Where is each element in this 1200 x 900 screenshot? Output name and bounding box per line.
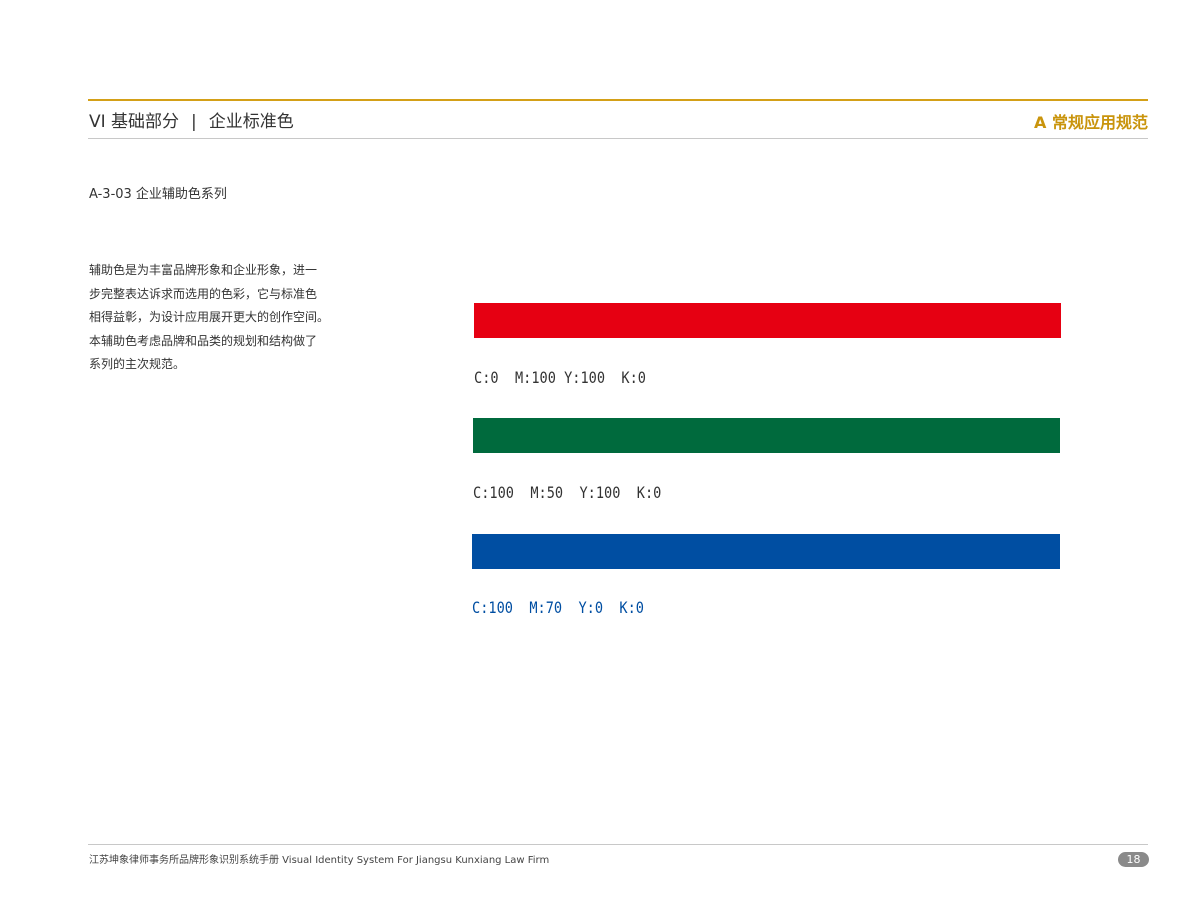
description-line: 相得益彰，为设计应用展开更大的创作空间。 [89, 310, 330, 324]
color-swatch-green [473, 418, 1060, 453]
color-spec-blue: C:100 M:70 Y:0 K:0 [472, 598, 644, 617]
header-top-rule [88, 99, 1148, 101]
header-bottom-rule [88, 138, 1148, 139]
color-swatch-blue [472, 534, 1060, 569]
description-line: 辅助色是为丰富品牌形象和企业形象，进一 [89, 263, 318, 277]
footer-rule [88, 844, 1148, 845]
description: 辅助色是为丰富品牌形象和企业形象，进一 步完整表达诉求而选用的色彩，它与标准色 … [89, 259, 329, 377]
color-spec-red: C:0 M:100 Y:100 K:0 [474, 368, 646, 387]
description-line: 系列的主次规范。 [89, 357, 186, 371]
header-separator: | [191, 112, 197, 132]
color-swatch-red [474, 303, 1061, 338]
topic-name: 企业标准色 [208, 112, 294, 132]
section-subtitle: A-3-03 企业辅助色系列 [89, 187, 227, 202]
page-number: 18 [1118, 852, 1149, 867]
header-title: VI 基础部分 | 企业标准色 [89, 107, 294, 132]
color-spec-green: C:100 M:50 Y:100 K:0 [473, 483, 662, 502]
category-label: A 常规应用规范 [1034, 113, 1148, 132]
description-line: 步完整表达诉求而选用的色彩，它与标准色 [89, 286, 318, 301]
description-line: 本辅助色考虑品牌和品类的规划和结构做了 [89, 333, 318, 348]
footer-text: 江苏坤象律师事务所品牌形象识别系统手册 Visual Identity Syst… [89, 855, 550, 866]
section-name: VI 基础部分 [89, 112, 180, 132]
